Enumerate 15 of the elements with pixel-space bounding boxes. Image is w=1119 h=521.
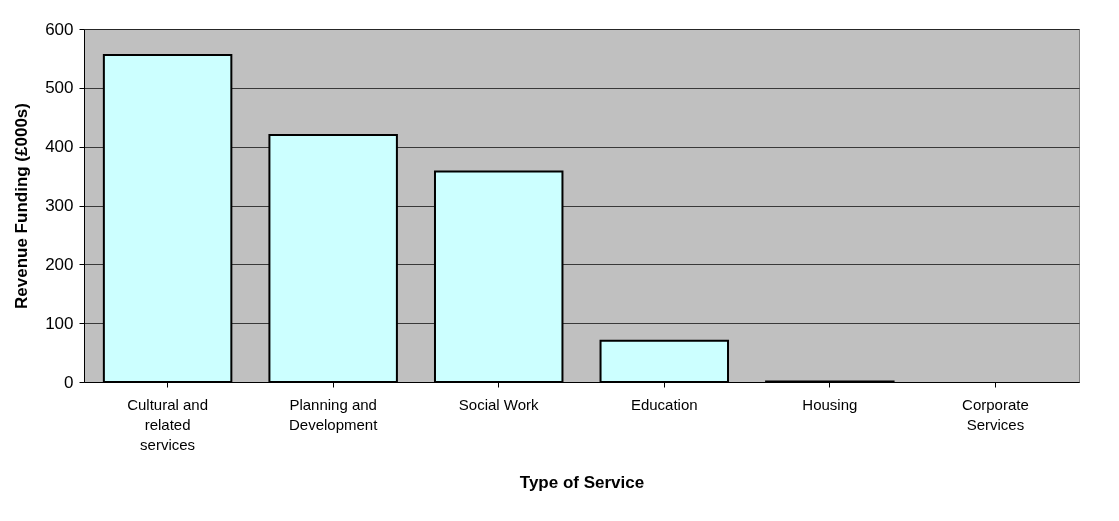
y-tick-label: 100 (45, 313, 74, 333)
y-tick-label: 0 (64, 372, 74, 392)
x-axis-title: Type of Service (519, 472, 645, 492)
y-tick-label: 300 (45, 196, 74, 215)
x-tick-label: Planning and Development (288, 395, 379, 433)
y-tick-label: 400 (45, 137, 74, 157)
y-tick-label: 500 (45, 78, 74, 98)
y-tick-label: 200 (45, 254, 74, 274)
x-tick-label: Social Work (458, 395, 540, 413)
y-tick-label: 600 (45, 19, 74, 39)
y-axis-title: Revenue Funding (£000s) (12, 103, 32, 309)
x-tick-label: Education (630, 395, 698, 413)
x-tick-label: Housing (802, 395, 858, 413)
x-tick-label: Cultural and related services (127, 395, 209, 453)
x-tick-label: Corporate Services (962, 395, 1029, 433)
